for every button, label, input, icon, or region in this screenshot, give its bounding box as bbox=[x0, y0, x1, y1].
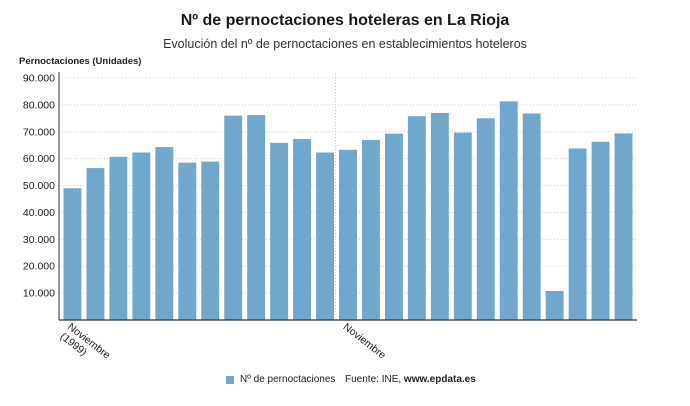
bar bbox=[155, 147, 174, 320]
x-tick-label: Noviembre bbox=[341, 321, 389, 362]
y-tick-label: 70.000 bbox=[23, 126, 55, 138]
y-tick-label: 80.000 bbox=[23, 99, 55, 111]
bar bbox=[430, 112, 449, 320]
bar bbox=[86, 168, 105, 320]
y-axis-label: Pernoctaciones (Unidades) bbox=[19, 56, 142, 67]
bar bbox=[316, 152, 334, 320]
source-prefix: Fuente: INE, bbox=[345, 374, 404, 385]
y-tick-label: 30.000 bbox=[23, 234, 55, 246]
bar bbox=[63, 188, 82, 320]
bar bbox=[247, 115, 266, 321]
bar bbox=[270, 142, 289, 320]
bar bbox=[545, 290, 564, 320]
bar bbox=[614, 133, 633, 320]
bar bbox=[109, 156, 128, 320]
bar bbox=[453, 132, 472, 320]
source-note: Fuente: INE, www.epdata.es bbox=[345, 374, 476, 385]
bar bbox=[499, 101, 518, 320]
bar bbox=[568, 148, 587, 320]
y-tick-label: 50.000 bbox=[23, 180, 55, 192]
source-site: www.epdata.es bbox=[403, 374, 476, 385]
bar bbox=[362, 140, 380, 320]
bar bbox=[339, 149, 357, 320]
x-tick-label: Noviembre(1999) bbox=[58, 321, 113, 371]
chart-title: Nº de pernoctaciones hoteleras en La Rio… bbox=[180, 12, 510, 29]
bar bbox=[178, 162, 197, 320]
chart-subtitle: Evolución del nº de pernoctaciones en es… bbox=[163, 37, 527, 51]
bar bbox=[132, 152, 151, 320]
y-tick-label: 20.000 bbox=[23, 261, 55, 273]
bar bbox=[476, 118, 495, 320]
y-tick-label: 10.000 bbox=[23, 288, 55, 300]
y-tick-label: 40.000 bbox=[23, 207, 55, 219]
bar bbox=[293, 139, 312, 320]
legend-label: Nº de pernoctaciones bbox=[240, 374, 336, 385]
bar bbox=[384, 133, 403, 320]
legend: Nº de pernoctaciones bbox=[226, 374, 335, 385]
y-tick-label: 60.000 bbox=[23, 153, 55, 165]
bar bbox=[591, 141, 610, 320]
bar bbox=[407, 116, 426, 320]
legend-swatch bbox=[226, 375, 234, 384]
bar bbox=[201, 161, 220, 320]
y-tick-label: 90.000 bbox=[23, 73, 55, 85]
bar bbox=[224, 115, 243, 321]
bar bbox=[522, 113, 541, 320]
